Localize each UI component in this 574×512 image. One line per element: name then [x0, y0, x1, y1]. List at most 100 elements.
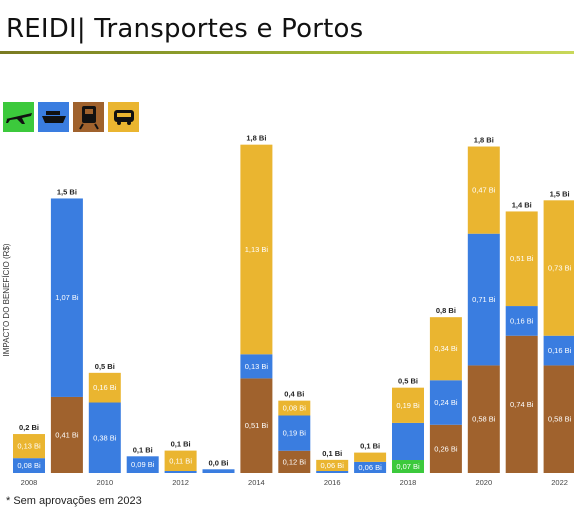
segment-value-label: 0,58 Bi [472, 415, 496, 424]
page-title: REIDI| Transportes e Portos [6, 14, 364, 44]
x-tick-label: 2008 [21, 478, 38, 487]
bar-segment [543, 365, 574, 473]
segment-value-label: 0,73 Bi [548, 264, 572, 273]
bar-segment [13, 458, 45, 473]
x-tick-label: 2022 [551, 478, 568, 487]
bar-segment [543, 335, 574, 366]
x-tick-label: 2018 [400, 478, 417, 487]
x-tick-label: 2010 [96, 478, 113, 487]
segment-value-label: 0,71 Bi [472, 295, 496, 304]
bar-segment [543, 200, 574, 336]
segment-value-label: 0,51 Bi [245, 421, 269, 430]
train-icon [78, 106, 99, 130]
bus-icon [113, 110, 134, 125]
bar-segment [392, 422, 424, 461]
segment-value-label: 0,16 Bi [548, 346, 572, 355]
bar-segment [316, 471, 349, 473]
segment-value-label: 0,58 Bi [548, 415, 572, 424]
bar-segment [316, 459, 349, 471]
legend-ship [38, 102, 69, 132]
segment-value-label: 0,09 Bi [131, 460, 155, 469]
segment-value-label: 0,16 Bi [510, 316, 534, 325]
bar-segment [88, 402, 121, 473]
segment-value-label: 0,08 Bi [283, 404, 307, 413]
bar-segment [240, 144, 273, 355]
bar-segment [13, 434, 45, 459]
legend-train [73, 102, 104, 132]
segment-value-label: 0,11 Bi [169, 456, 192, 465]
x-tick-label: 2020 [475, 478, 492, 487]
legend-bus [108, 102, 139, 132]
bar-segment [467, 233, 500, 366]
bar-segment [429, 380, 462, 425]
bar-segment [278, 400, 311, 416]
bar-total-label: 0,1 Bi [322, 449, 342, 458]
segment-value-label: 0,47 Bi [472, 186, 496, 195]
segment-value-label: 0,16 Bi [93, 383, 117, 392]
segment-value-label: 0,51 Bi [510, 254, 534, 263]
bar-total-label: 0,1 Bi [171, 440, 191, 449]
bar-segment [467, 365, 500, 473]
bar-segment [429, 424, 462, 473]
footnote: * Sem aprovações em 2023 [6, 495, 142, 507]
segment-value-label: 0,19 Bi [283, 429, 307, 438]
y-axis-label: IMPACTO DO BENEFÍCIO (R$) [2, 243, 11, 356]
segment-value-label: 1,07 Bi [55, 293, 79, 302]
bar-segment [505, 306, 538, 336]
title-underline [0, 51, 574, 54]
bar-segment [50, 396, 83, 473]
segment-value-label: 0,74 Bi [510, 400, 534, 409]
bar-total-label: 0,5 Bi [95, 362, 115, 371]
bar-segment [126, 456, 159, 473]
bar-total-label: 1,8 Bi [474, 136, 494, 145]
airplane-icon [5, 113, 32, 124]
bar-segment [88, 372, 121, 403]
segment-value-label: 0,07 Bi [396, 462, 420, 471]
segment-value-label: 0,08 Bi [17, 461, 41, 470]
x-tick-label: 2012 [172, 478, 189, 487]
stacked-bar-chart: IMPACTO DO BENEFÍCIO (R$) 0,08 Bi 0,13 Bi 0… [2, 134, 574, 487]
bar-total-label: 0,2 Bi [19, 423, 39, 432]
ship-icon [41, 111, 66, 123]
bar-total-label: 0,0 Bi [208, 458, 228, 467]
bar-total-label: 0,4 Bi [284, 390, 304, 399]
x-tick-label: 2016 [324, 478, 341, 487]
bar-total-label: 1,5 Bi [550, 189, 570, 198]
bar-segment [467, 146, 500, 234]
bar-segment [505, 335, 538, 473]
segment-value-label: 0,26 Bi [434, 444, 458, 453]
segment-value-label: 0,24 Bi [434, 398, 458, 407]
x-tick-label: 2014 [248, 478, 265, 487]
bar-total-label: 1,8 Bi [246, 134, 266, 143]
bar-total-label: 0,1 Bi [133, 445, 153, 454]
bar-segment [240, 378, 273, 473]
segment-value-label: 0,13 Bi [245, 362, 269, 371]
bar-segment [164, 450, 197, 471]
bar-total-label: 0,8 Bi [436, 306, 456, 315]
bar-segment [429, 317, 462, 381]
segment-value-label: 0,06 Bi [321, 461, 345, 470]
segment-value-label: 0,41 Bi [55, 430, 79, 439]
legend-airplane [3, 102, 34, 132]
segment-value-label: 0,19 Bi [396, 401, 420, 410]
segment-value-label: 0,38 Bi [93, 433, 117, 442]
segment-value-label: 0,12 Bi [283, 457, 307, 466]
bar-segment [392, 460, 424, 473]
bar-segment [354, 461, 387, 473]
bar-segment [278, 415, 311, 451]
bar-total-label: 0,1 Bi [360, 442, 380, 451]
bar-segment [240, 354, 273, 379]
bar-segment [505, 211, 538, 307]
bar-segment [50, 198, 83, 397]
bar-segment [354, 452, 387, 462]
segment-value-label: 0,13 Bi [17, 442, 41, 451]
segment-value-label: 0,34 Bi [434, 344, 458, 353]
bar-total-label: 0,5 Bi [398, 377, 418, 386]
segment-value-label: 1,13 Bi [245, 245, 269, 254]
bar-segment [164, 471, 197, 473]
bar-segment [278, 450, 311, 473]
bar-segment [202, 469, 235, 473]
segment-value-label: 0,06 Bi [358, 463, 382, 472]
bar-total-label: 1,4 Bi [512, 200, 532, 209]
bar-segment [392, 387, 424, 423]
